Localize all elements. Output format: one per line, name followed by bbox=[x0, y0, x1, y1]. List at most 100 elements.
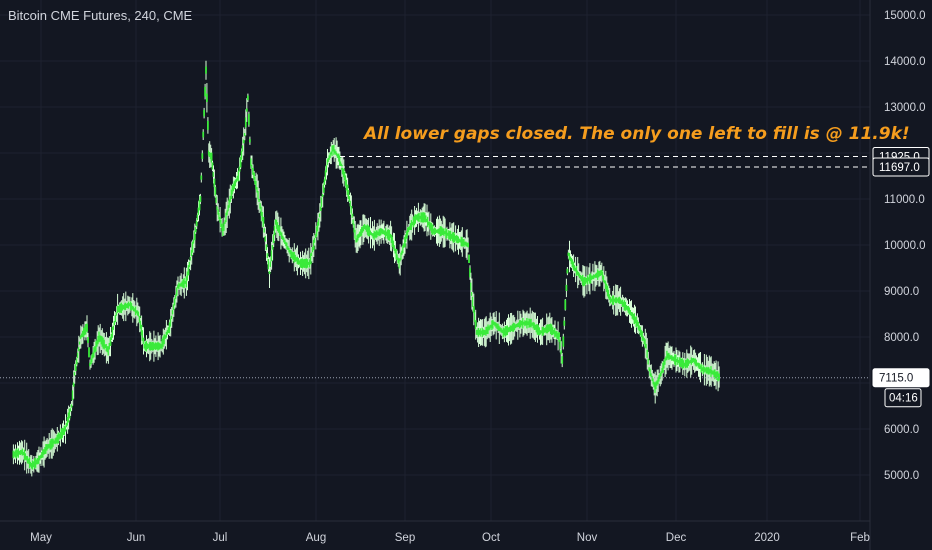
price-candle bbox=[558, 332, 560, 342]
price-candle bbox=[261, 212, 264, 222]
price-candle bbox=[420, 212, 423, 223]
price-candle bbox=[565, 284, 568, 291]
price-candle bbox=[533, 322, 536, 330]
price-candle bbox=[476, 329, 479, 335]
price-candle bbox=[494, 322, 496, 327]
price-candle bbox=[271, 245, 274, 250]
price-candle bbox=[141, 330, 144, 341]
plot-background bbox=[0, 0, 870, 521]
price-candle bbox=[623, 300, 626, 311]
price-candle bbox=[471, 296, 474, 307]
price-candle bbox=[548, 324, 551, 332]
price-candle bbox=[673, 356, 675, 362]
price-candle bbox=[596, 272, 598, 278]
price-candle bbox=[499, 327, 502, 332]
price-candle bbox=[689, 359, 692, 364]
price-candle bbox=[705, 366, 708, 374]
price-candle bbox=[542, 326, 545, 335]
price-candle bbox=[466, 242, 468, 247]
price-candle bbox=[341, 165, 344, 175]
price-candle bbox=[646, 349, 649, 358]
price-candle bbox=[253, 172, 255, 180]
price-candle bbox=[690, 357, 693, 365]
price-candle bbox=[70, 404, 73, 408]
price-candle bbox=[502, 327, 505, 338]
price-candle bbox=[564, 299, 567, 310]
price-candle bbox=[238, 166, 241, 172]
price-candle bbox=[367, 225, 370, 236]
price-candle bbox=[680, 358, 682, 367]
price-candle bbox=[269, 261, 272, 267]
price-candle bbox=[440, 226, 443, 236]
price-candle bbox=[471, 292, 473, 296]
time-axis[interactable]: May Jun Jul Aug Sep Oct Nov Dec 2020 Feb bbox=[0, 520, 870, 544]
price-candle bbox=[232, 183, 235, 192]
price-candle bbox=[135, 310, 138, 314]
price-axis[interactable]: 5000.06000.07000.08000.09000.010000.0110… bbox=[869, 0, 930, 550]
price-candle bbox=[46, 444, 48, 451]
price-candle bbox=[343, 171, 346, 181]
price-candle bbox=[381, 228, 383, 234]
price-candle bbox=[575, 266, 578, 276]
price-candle bbox=[716, 371, 718, 380]
price-candle bbox=[318, 213, 321, 218]
price-candle bbox=[572, 261, 575, 270]
price-candle bbox=[388, 229, 391, 241]
price-candle bbox=[82, 330, 84, 338]
price-candle bbox=[365, 225, 368, 232]
price-candle bbox=[137, 311, 140, 317]
price-candle bbox=[241, 145, 244, 152]
price-candle bbox=[189, 257, 192, 261]
price-candle bbox=[263, 228, 266, 233]
price-candle bbox=[186, 271, 189, 281]
price-candle bbox=[574, 267, 577, 272]
price-candle bbox=[470, 282, 472, 291]
price-candle bbox=[359, 231, 361, 237]
price-candle bbox=[223, 222, 225, 231]
price-candle bbox=[602, 275, 605, 282]
price-candle bbox=[562, 336, 565, 347]
price-candle bbox=[53, 440, 56, 444]
price-candle bbox=[146, 343, 149, 350]
price-candle bbox=[435, 229, 438, 233]
price-candle bbox=[569, 256, 572, 262]
price-candle bbox=[711, 369, 714, 375]
price-candle bbox=[629, 310, 632, 315]
price-candle bbox=[163, 334, 166, 345]
price-candle bbox=[99, 335, 102, 342]
price-candle bbox=[518, 322, 520, 327]
price-candle bbox=[384, 230, 386, 236]
price-candle bbox=[369, 230, 372, 235]
price-candle bbox=[665, 356, 667, 361]
price-candle bbox=[145, 340, 148, 352]
price-candle bbox=[311, 247, 314, 253]
price-candle bbox=[14, 450, 17, 458]
price-candle bbox=[233, 181, 236, 190]
time-tick-label: Aug bbox=[306, 532, 326, 544]
price-candle bbox=[354, 229, 357, 239]
price-candle bbox=[45, 444, 47, 454]
price-candle bbox=[605, 283, 608, 293]
price-candle bbox=[248, 113, 250, 125]
price-candle bbox=[647, 358, 650, 365]
price-candle bbox=[539, 330, 542, 335]
price-candle bbox=[538, 327, 541, 336]
price-candle bbox=[90, 358, 92, 365]
price-candle bbox=[453, 233, 456, 243]
price-candle bbox=[19, 450, 22, 455]
price-candle bbox=[204, 86, 206, 97]
price-candle bbox=[335, 151, 337, 155]
price-candle bbox=[594, 274, 596, 278]
price-candle bbox=[234, 179, 237, 187]
price-candle bbox=[314, 233, 317, 238]
price-candle bbox=[620, 300, 623, 304]
price-candle bbox=[121, 304, 124, 311]
price-candle bbox=[118, 304, 121, 313]
price-candle bbox=[379, 228, 381, 236]
price-candle bbox=[580, 276, 583, 282]
price-candle bbox=[410, 220, 413, 231]
price-candle bbox=[126, 303, 129, 309]
price-candle bbox=[559, 340, 562, 350]
price-candle bbox=[651, 375, 654, 381]
